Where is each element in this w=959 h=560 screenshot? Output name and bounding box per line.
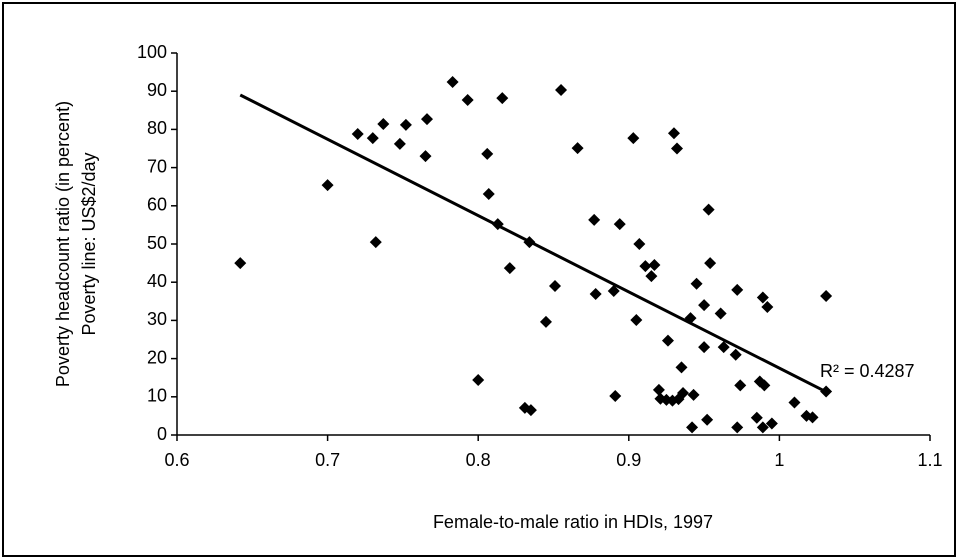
data-point bbox=[481, 147, 494, 160]
y-tick-label: 40 bbox=[147, 271, 167, 291]
y-tick-label: 10 bbox=[147, 386, 167, 406]
data-point bbox=[702, 203, 715, 216]
x-tick-label: 1 bbox=[774, 450, 784, 470]
data-point bbox=[321, 179, 334, 192]
data-point bbox=[717, 341, 730, 354]
data-point bbox=[539, 315, 552, 328]
data-point bbox=[366, 132, 379, 145]
data-point bbox=[630, 314, 643, 327]
data-point bbox=[677, 386, 690, 399]
data-point bbox=[652, 383, 665, 396]
data-point bbox=[549, 280, 562, 293]
x-tick-label: 1.1 bbox=[917, 450, 942, 470]
data-point bbox=[639, 260, 652, 273]
data-point bbox=[765, 417, 778, 430]
data-point bbox=[758, 379, 771, 392]
data-point bbox=[589, 288, 602, 301]
y-tick-label: 20 bbox=[147, 347, 167, 367]
y-tick-label: 90 bbox=[147, 80, 167, 100]
data-point bbox=[731, 283, 744, 296]
data-point bbox=[613, 218, 626, 231]
data-point bbox=[633, 238, 646, 250]
data-point bbox=[670, 142, 683, 155]
x-tick-label: 0.8 bbox=[466, 450, 491, 470]
data-point bbox=[503, 262, 516, 275]
x-tick-label: 0.6 bbox=[164, 450, 189, 470]
y-tick-label: 50 bbox=[147, 233, 167, 253]
data-point bbox=[369, 236, 382, 249]
y-tick-label: 60 bbox=[147, 195, 167, 215]
data-point bbox=[482, 187, 495, 200]
data-point bbox=[731, 421, 744, 434]
data-point bbox=[393, 137, 406, 150]
data-point bbox=[686, 421, 699, 434]
data-point bbox=[496, 92, 509, 105]
data-point bbox=[588, 213, 601, 226]
y-axis-label: Poverty line: US$2/day bbox=[79, 152, 99, 335]
data-point bbox=[820, 385, 833, 398]
data-point bbox=[704, 257, 717, 270]
data-point bbox=[446, 76, 459, 89]
data-point bbox=[472, 373, 485, 386]
data-point bbox=[820, 289, 833, 302]
r-squared-annotation: R² = 0.4287 bbox=[820, 361, 915, 381]
data-point bbox=[756, 291, 769, 304]
trendline bbox=[239, 93, 826, 393]
data-point bbox=[607, 284, 620, 297]
y-tick-label: 0 bbox=[157, 424, 167, 444]
data-point bbox=[645, 270, 658, 283]
data-point bbox=[555, 84, 568, 97]
data-point bbox=[687, 388, 700, 401]
data-point bbox=[761, 301, 774, 314]
y-tick-label: 80 bbox=[147, 118, 167, 138]
data-point bbox=[461, 93, 474, 106]
x-tick-label: 0.9 bbox=[616, 450, 641, 470]
y-axis-label: Poverty headcount ratio (in percent) bbox=[53, 101, 73, 387]
data-point bbox=[399, 118, 412, 131]
data-point bbox=[788, 396, 801, 409]
data-point bbox=[609, 390, 622, 403]
data-point bbox=[648, 259, 661, 272]
x-axis-label: Female-to-male ratio in HDIs, 1997 bbox=[433, 512, 713, 532]
y-tick-label: 30 bbox=[147, 309, 167, 329]
data-point bbox=[729, 348, 742, 361]
data-point bbox=[750, 411, 763, 424]
data-point bbox=[806, 411, 819, 424]
data-point bbox=[734, 379, 747, 392]
data-point bbox=[524, 404, 537, 417]
data-point bbox=[419, 150, 432, 163]
y-tick-label: 70 bbox=[147, 156, 167, 176]
data-point bbox=[571, 142, 584, 155]
data-point bbox=[675, 361, 688, 374]
data-point bbox=[377, 118, 390, 131]
data-point bbox=[234, 257, 247, 270]
data-point bbox=[698, 341, 711, 354]
data-point bbox=[627, 132, 640, 145]
data-point bbox=[714, 307, 727, 320]
data-point bbox=[351, 127, 364, 140]
data-point bbox=[420, 113, 433, 126]
data-point bbox=[667, 127, 680, 140]
data-point bbox=[690, 277, 703, 290]
x-tick-label: 0.7 bbox=[315, 450, 340, 470]
data-point bbox=[701, 413, 714, 426]
data-point bbox=[756, 421, 769, 434]
data-point bbox=[698, 299, 711, 312]
y-tick-label: 100 bbox=[137, 42, 167, 62]
data-point bbox=[661, 334, 674, 347]
